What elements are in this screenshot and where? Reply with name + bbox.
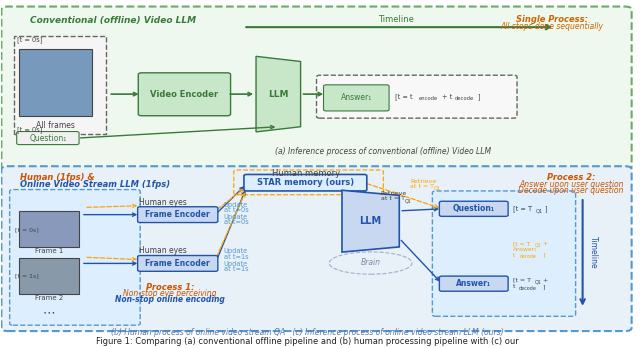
Text: Process 2:: Process 2: [547,173,595,182]
Text: Retrieve: Retrieve [381,191,407,196]
FancyBboxPatch shape [10,190,140,325]
FancyBboxPatch shape [1,7,632,170]
Text: Retrieve: Retrieve [410,179,436,184]
Text: [t = t: [t = t [395,94,412,100]
Text: [t = T: [t = T [513,241,530,246]
Text: Answer upon user question: Answer upon user question [519,180,623,189]
Text: t: t [513,284,515,289]
Text: at t = T: at t = T [381,196,405,201]
Text: Process 1:: Process 1: [146,283,195,292]
Text: Question₁: Question₁ [29,134,67,143]
Text: Q1: Q1 [434,186,440,191]
Text: Non-stop online encoding: Non-stop online encoding [115,295,225,304]
FancyBboxPatch shape [19,49,92,117]
Text: + t: + t [442,94,452,100]
Text: LLM: LLM [268,89,289,98]
Text: [t = 0s]: [t = 0s] [17,37,43,43]
FancyBboxPatch shape [323,85,389,111]
Text: Answer₁: Answer₁ [513,247,537,252]
Text: Question₁: Question₁ [452,204,495,213]
Text: Human eyes: Human eyes [139,198,186,207]
Text: [t = 0s]: [t = 0s] [17,126,43,133]
Text: Update: Update [223,261,248,267]
Text: Human memory: Human memory [271,168,340,177]
Text: [t = 0s]: [t = 0s] [15,227,39,232]
Text: Non-stop eye perceiving: Non-stop eye perceiving [124,289,217,298]
Text: Answer₁: Answer₁ [341,93,372,102]
Text: at t=0s: at t=0s [223,207,248,213]
Text: (a) Inference process of conventional (offline) Video LLM: (a) Inference process of conventional (o… [275,147,492,156]
Text: Q1: Q1 [536,208,543,213]
Text: Timeline: Timeline [378,15,414,24]
FancyBboxPatch shape [317,75,517,118]
Text: t: t [513,253,515,258]
Text: Conventional (offline) Video LLM: Conventional (offline) Video LLM [30,16,196,25]
Text: Timeline: Timeline [589,236,598,269]
Text: (b) Human process of online video stream QA   (c) Inference process of online vi: (b) Human process of online video stream… [111,327,503,337]
Text: +: + [543,278,548,283]
Text: [t = T: [t = T [513,205,532,212]
Text: Frame Encoder: Frame Encoder [145,210,210,219]
Text: [t = 1s]: [t = 1s] [15,274,39,279]
FancyBboxPatch shape [440,276,508,291]
Text: Brain: Brain [360,258,381,267]
Polygon shape [342,190,399,252]
FancyBboxPatch shape [1,166,632,331]
Text: at t=1s: at t=1s [223,266,248,272]
FancyBboxPatch shape [19,258,79,294]
Text: Q1: Q1 [535,243,541,248]
FancyBboxPatch shape [14,36,106,134]
Text: STAR memory (ours): STAR memory (ours) [257,178,355,187]
Text: LLM: LLM [360,216,381,226]
FancyBboxPatch shape [244,174,367,191]
Text: Video Encoder: Video Encoder [150,89,218,98]
Text: ]: ] [543,284,545,289]
Polygon shape [256,56,301,132]
Text: Human (1fps) &: Human (1fps) & [20,173,95,182]
Text: Figure 1: Comparing (a) conventional offline pipeline and (b) human processing p: Figure 1: Comparing (a) conventional off… [95,337,518,346]
FancyBboxPatch shape [138,255,218,271]
Text: decode: decode [454,96,474,101]
Text: Frame 1: Frame 1 [35,248,63,254]
FancyBboxPatch shape [17,132,79,144]
Text: All steps done sequentially: All steps done sequentially [500,22,604,31]
Text: Update: Update [223,214,248,220]
Text: at t=0s: at t=0s [223,219,248,225]
FancyBboxPatch shape [433,191,575,316]
Text: Decode upon user question: Decode upon user question [518,186,624,195]
Text: Online Video Stream LLM (1fps): Online Video Stream LLM (1fps) [20,180,171,189]
Text: Frame 2: Frame 2 [35,295,63,301]
Text: Q1: Q1 [404,198,412,203]
Text: Frame Encoder: Frame Encoder [145,259,210,268]
Text: Q1: Q1 [535,279,541,284]
Text: Update: Update [223,248,248,254]
Text: [t = T: [t = T [513,278,531,283]
Text: Human eyes: Human eyes [139,246,186,255]
FancyBboxPatch shape [19,211,79,247]
Text: ⋯: ⋯ [43,307,56,320]
Text: at t=1s: at t=1s [223,254,248,260]
Text: Answer₁: Answer₁ [456,279,492,288]
Text: ]: ] [545,205,547,212]
FancyBboxPatch shape [138,207,218,222]
FancyBboxPatch shape [138,73,230,116]
Text: All frames: All frames [36,121,75,130]
Text: encode: encode [419,96,438,101]
Text: Single Process:: Single Process: [516,15,588,24]
Text: ]: ] [543,253,545,258]
Text: decode: decode [519,286,537,291]
Text: decode: decode [520,254,537,259]
Text: Update: Update [223,202,248,208]
Text: +: + [543,241,548,246]
FancyBboxPatch shape [440,201,508,216]
Text: at t = T: at t = T [410,184,434,189]
Text: ]: ] [477,94,480,100]
